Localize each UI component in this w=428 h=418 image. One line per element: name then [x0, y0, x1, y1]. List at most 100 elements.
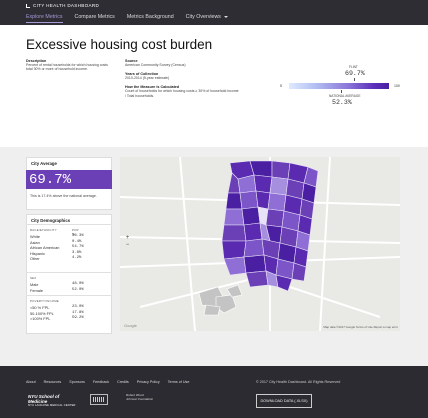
race-header: RACE/ETHNICITY POP % [30, 228, 78, 236]
census-tract[interactable] [267, 192, 287, 212]
brand[interactable]: CITY HEALTH DASHBOARD [26, 3, 99, 8]
demographic-value: 17.8% [72, 310, 84, 315]
census-tract[interactable] [243, 238, 265, 258]
census-tract[interactable] [239, 190, 259, 210]
city-scale-label: FLINT [349, 65, 358, 69]
city-average-title: City Average [31, 161, 57, 166]
city-marker [354, 78, 355, 81]
brand-label: CITY HEALTH DASHBOARD [33, 3, 100, 8]
demographic-row: Female 52.0% [30, 288, 106, 293]
pop-header: POP % [72, 228, 79, 236]
demographic-value: 3.8% [72, 250, 82, 255]
demographic-row: 50-100% FPL 17.8% [30, 311, 106, 316]
demographic-row: Hispanic 3.8% [30, 251, 106, 256]
demographic-row: White 36.3% [30, 234, 106, 239]
national-scale-value: 52.3% [332, 99, 352, 106]
source-text: American Community Survey (Census) [125, 63, 186, 67]
census-tract[interactable] [265, 208, 285, 228]
census-tracts[interactable] [221, 160, 319, 292]
copyright: © 2017 City Health Dashboard. All Rights… [256, 380, 341, 384]
scale-gradient-bar [289, 83, 389, 89]
demographic-label: African American [30, 245, 60, 251]
census-tract[interactable] [223, 208, 245, 226]
nyu-logo[interactable]: NYU School of Medicine NYU LANGONE MEDIC… [28, 394, 76, 407]
divider [26, 295, 112, 296]
city-average-card: City Average [26, 157, 112, 170]
demographic-row: Male 48.0% [30, 282, 106, 287]
city-average-note: This is 17.4% above the national average… [30, 194, 97, 198]
census-tract[interactable] [245, 270, 269, 288]
demographic-value: 36.3% [72, 234, 84, 238]
national-marker [341, 90, 342, 93]
census-tract[interactable] [241, 206, 261, 226]
demographic-value: 0.4% [72, 239, 82, 244]
page-title: Excessive housing cost burden [26, 37, 213, 52]
demographic-value: 4.2% [72, 256, 82, 261]
top-nav-bar: CITY HEALTH DASHBOARD Explore Metrics Co… [0, 0, 428, 25]
demographic-label: Female [30, 287, 43, 293]
demographic-label: <50 % FPL [30, 305, 50, 310]
city-average-value: 69.7% [26, 170, 112, 189]
demographic-label: 50-100% FPL [30, 310, 54, 316]
demographic-value: 59.2% [72, 316, 84, 321]
nav-city-overviews[interactable]: City Overviews [186, 14, 228, 23]
census-tract[interactable] [291, 262, 307, 282]
footer-link-credits[interactable]: Credits [117, 380, 129, 384]
chevron-down-icon [223, 15, 228, 18]
city-average-note-box [26, 189, 112, 210]
census-tract[interactable] [221, 240, 247, 260]
census-tract[interactable] [275, 274, 293, 292]
scale-min: 5 [280, 84, 282, 88]
partner-logo[interactable] [90, 394, 108, 405]
choropleth-map[interactable]: + − Google Map data ©2017 Google Terms o… [120, 157, 400, 331]
footer-link-resources[interactable]: Resources [43, 380, 62, 384]
nyu-logo-name: NYU School of Medicine [28, 394, 60, 404]
demographic-label: Asian [30, 239, 40, 245]
download-data-button[interactable]: DOWNLOAD DATA (.XLSX) [256, 394, 312, 408]
partner-logo-mark [93, 397, 105, 402]
demographic-row: African American 54.7% [30, 245, 106, 250]
demographic-value: 23.0% [72, 305, 84, 309]
demographic-value: 54.7% [72, 245, 84, 250]
footer-link-feedback[interactable]: Feedback [92, 380, 110, 384]
census-tract[interactable] [243, 222, 263, 242]
census-tract[interactable] [271, 160, 291, 180]
rwj-logo[interactable]: Robert Wood Johnson Foundation [126, 393, 154, 401]
nav-compare-metrics[interactable]: Compare Metrics [74, 14, 115, 20]
census-tract[interactable] [221, 224, 247, 242]
census-tract[interactable] [225, 192, 243, 210]
footer-link-terms[interactable]: Terms of Use [167, 380, 190, 384]
years-label: Years of Collection [125, 72, 159, 77]
census-tract[interactable] [269, 176, 289, 196]
race-header-label: RACE/ETHNICITY [30, 228, 57, 232]
footer-link-sponsors[interactable]: Sponsors [69, 380, 85, 384]
demographic-label: Other [30, 256, 40, 262]
footer-link-about[interactable]: About [26, 380, 36, 384]
census-tract[interactable] [223, 256, 247, 276]
nav-explore-metrics[interactable]: Explore Metrics [26, 14, 63, 23]
map-canvas[interactable] [120, 157, 400, 331]
map-attribution[interactable]: Map data ©2017 Google Terms of Use Repor… [323, 325, 398, 329]
nav-city-overviews-label: City Overviews [185, 14, 221, 20]
demographic-row: <50 % FPL 23.0% [30, 305, 106, 310]
demographics-card: City Demographics [26, 214, 112, 334]
how-label: How the Measure is Calculated [125, 85, 180, 90]
metric-intro: Excessive housing cost burden Descriptio… [0, 25, 428, 147]
demographics-title: City Demographics [31, 218, 71, 223]
metric-details: Source American Community Survey (Census… [125, 59, 240, 103]
census-tract[interactable] [255, 190, 271, 210]
census-tract[interactable] [243, 254, 267, 274]
footer-link-privacy[interactable]: Privacy Policy [136, 380, 160, 384]
years-text: 2010-2014 (5-year estimate) [125, 76, 170, 81]
national-scale-label: NATIONAL AVERAGE [329, 94, 361, 98]
source-label: Source [125, 59, 138, 63]
chart-icon [26, 4, 30, 8]
census-tract[interactable] [253, 174, 273, 194]
demographic-row: Asian 0.4% [30, 240, 106, 245]
nav-metrics-background[interactable]: Metrics Background [126, 14, 174, 20]
zoom-in-button[interactable]: + [125, 235, 130, 241]
zoom-out-button[interactable]: − [125, 242, 130, 248]
google-logo: Google [124, 323, 137, 328]
footer-links: About Resources Sponsors Feedback Credit… [26, 380, 189, 384]
poverty-header: POVERTY/INCOME [30, 299, 59, 303]
